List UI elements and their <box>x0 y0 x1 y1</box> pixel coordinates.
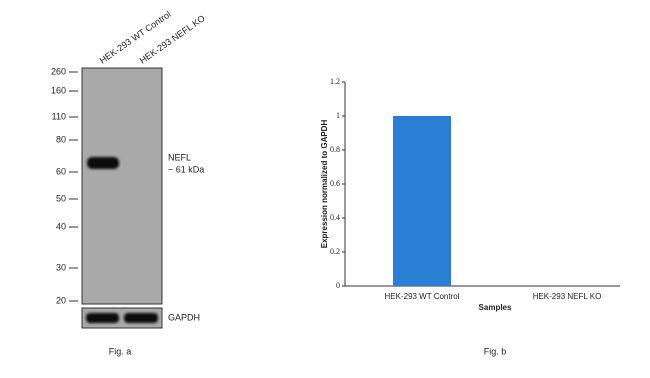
marker-label: 80 <box>56 134 66 144</box>
y-tick-label: 0.6 <box>330 179 340 188</box>
gapdh-band <box>124 313 158 323</box>
marker-label: 260 <box>51 66 66 76</box>
marker-label: 40 <box>56 221 66 231</box>
blot-membrane <box>81 67 163 305</box>
band-label: NEFL <box>168 152 191 162</box>
marker-label: 160 <box>51 85 66 95</box>
y-tick-label: 0.4 <box>330 213 340 222</box>
gapdh-band <box>86 313 119 323</box>
x-tick-label: HEK-293 WT Control <box>385 292 460 301</box>
loading-control-label: GAPDH <box>168 312 200 322</box>
marker-label: 50 <box>56 193 66 203</box>
y-axis-label: Expression normalized to GAPDH <box>320 120 329 249</box>
y-tick-label: 0.2 <box>330 247 340 256</box>
x-tick-label: HEK-293 NEFL KO <box>533 292 602 301</box>
marker-label: 30 <box>56 262 66 272</box>
nefl-band <box>87 157 119 169</box>
marker-label: 60 <box>56 166 66 176</box>
marker-label: 20 <box>56 295 66 305</box>
caption: Fig. a <box>109 346 132 356</box>
band-size: ~ 61 kDa <box>168 164 204 174</box>
y-tick-label: 1.2 <box>330 77 340 86</box>
x-axis-label: Samples <box>479 303 512 312</box>
marker-label: 110 <box>52 111 66 121</box>
y-tick-label: 0.8 <box>330 145 340 154</box>
y-tick-label: 0 <box>336 281 340 290</box>
bar-chart: Fig. b Samples Expression normalized to … <box>320 77 620 356</box>
caption: Fig. b <box>484 346 507 356</box>
bar <box>393 116 451 286</box>
y-tick-label: 1 <box>336 111 340 120</box>
